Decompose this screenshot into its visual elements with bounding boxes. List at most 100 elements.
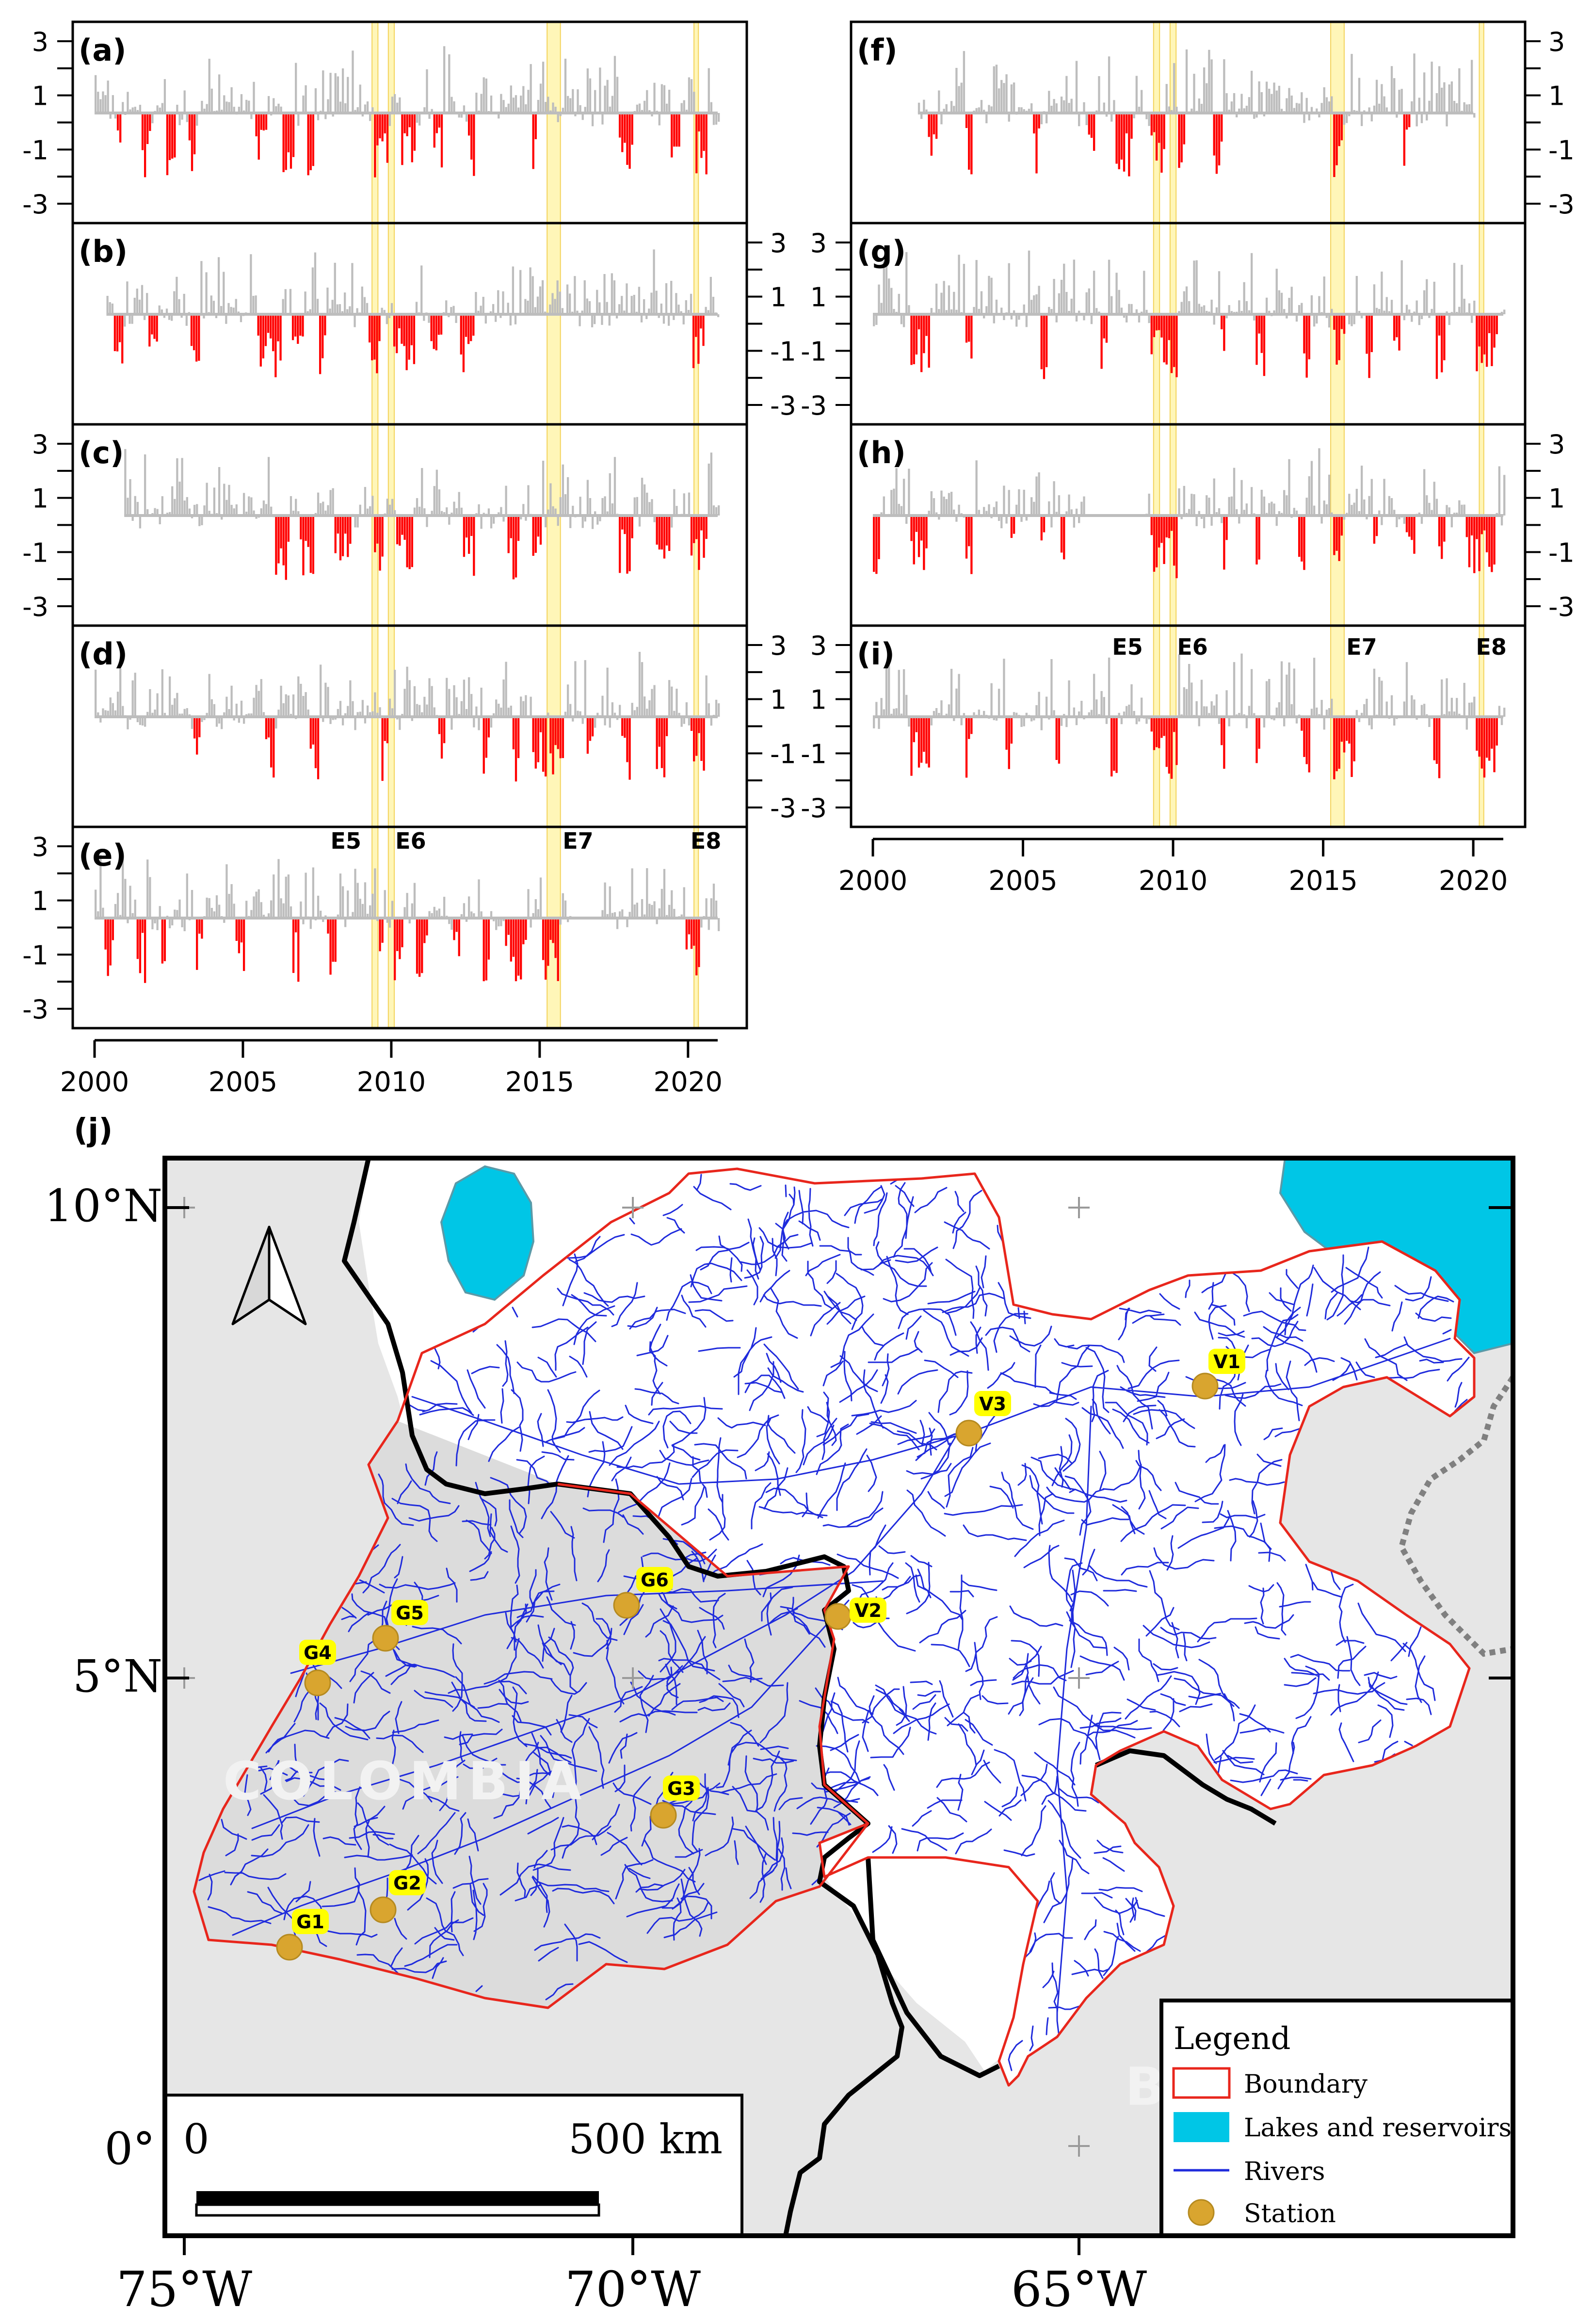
station-marker[interactable] bbox=[372, 1625, 399, 1652]
anomaly-bar bbox=[1388, 496, 1391, 516]
anomaly-bar bbox=[1411, 695, 1413, 717]
station-g5[interactable]: G5 bbox=[372, 1600, 428, 1652]
station-marker[interactable] bbox=[370, 1896, 397, 1923]
anomaly-bar bbox=[230, 685, 233, 717]
anomaly-bar bbox=[282, 515, 285, 565]
anomaly-bar bbox=[1340, 113, 1343, 141]
anomaly-bar bbox=[423, 107, 426, 113]
anomaly-bar bbox=[1126, 113, 1128, 134]
anomaly-bar bbox=[653, 82, 656, 113]
anomaly-bar bbox=[487, 918, 490, 960]
station-g6[interactable]: G6 bbox=[613, 1567, 673, 1619]
anomaly-bar bbox=[352, 50, 354, 113]
anomaly-bar bbox=[998, 88, 1000, 113]
anomaly-bar bbox=[102, 91, 104, 113]
anomaly-bar bbox=[285, 113, 287, 170]
anomaly-bar bbox=[1275, 269, 1278, 314]
anomaly-bar bbox=[618, 304, 621, 314]
anomaly-bar bbox=[520, 696, 522, 717]
anomaly-bar bbox=[930, 113, 933, 156]
anomaly-bar bbox=[1396, 515, 1398, 528]
anomaly-bar bbox=[1408, 515, 1411, 537]
anomaly-bar bbox=[1488, 716, 1491, 761]
anomaly-bar bbox=[267, 96, 270, 113]
anomaly-bar bbox=[673, 113, 676, 147]
anomaly-bar bbox=[988, 275, 990, 314]
anomaly-bar bbox=[887, 660, 890, 717]
basin-boundary bbox=[193, 1167, 1476, 2087]
anomaly-bar bbox=[554, 299, 556, 314]
anomaly-bar bbox=[253, 896, 255, 918]
anomaly-bar bbox=[1170, 110, 1173, 113]
anomaly-bar bbox=[136, 716, 139, 723]
anomaly-bar bbox=[453, 501, 455, 516]
anomaly-bar bbox=[1073, 515, 1076, 528]
station-g2[interactable]: G2 bbox=[370, 1870, 426, 1923]
anomaly-bar bbox=[485, 918, 487, 981]
anomaly-bar bbox=[902, 479, 905, 516]
anomaly-bar bbox=[1208, 713, 1210, 717]
anomaly-bar bbox=[394, 918, 396, 981]
station-marker[interactable] bbox=[955, 1420, 982, 1447]
anomaly-bar bbox=[532, 716, 534, 752]
station-marker[interactable] bbox=[276, 1934, 303, 1961]
anomaly-bar bbox=[512, 97, 515, 113]
anomaly-bar bbox=[1295, 103, 1298, 113]
station-g3[interactable]: G3 bbox=[650, 1775, 700, 1829]
anomaly-bar bbox=[1073, 259, 1076, 314]
anomaly-bar bbox=[671, 890, 673, 918]
anomaly-bar bbox=[1033, 113, 1035, 134]
anomaly-bar bbox=[403, 113, 406, 133]
station-v1[interactable]: V1 bbox=[1191, 1349, 1245, 1400]
anomaly-bar bbox=[547, 712, 549, 717]
anomaly-bar bbox=[433, 486, 435, 516]
anomaly-bar bbox=[898, 670, 900, 717]
anomaly-bar bbox=[1358, 78, 1361, 113]
anomaly-bar bbox=[930, 308, 933, 314]
anomaly-bar bbox=[431, 913, 433, 918]
anomaly-bar bbox=[221, 110, 223, 113]
anomaly-bar bbox=[913, 716, 915, 742]
anomaly-bar bbox=[1480, 314, 1483, 363]
anomaly-bar bbox=[463, 105, 466, 113]
station-marker[interactable] bbox=[613, 1592, 640, 1619]
anomaly-bar bbox=[685, 918, 688, 950]
anomaly-bar bbox=[364, 104, 367, 113]
anomaly-bar bbox=[399, 716, 401, 730]
anomaly-bar bbox=[1338, 113, 1340, 146]
station-marker[interactable] bbox=[1191, 1372, 1219, 1400]
station-g1[interactable]: G1 bbox=[276, 1909, 329, 1961]
station-marker[interactable] bbox=[304, 1669, 331, 1696]
y-tick-label: 3 bbox=[1548, 27, 1565, 57]
anomaly-bar bbox=[294, 314, 297, 337]
anomaly-bar bbox=[159, 107, 161, 113]
anomaly-bar bbox=[174, 113, 176, 158]
anomaly-bar bbox=[1090, 710, 1093, 717]
anomaly-bar bbox=[161, 309, 163, 314]
anomaly-bar bbox=[1353, 314, 1355, 324]
anomaly-bar bbox=[522, 918, 525, 945]
anomaly-bar bbox=[1295, 314, 1298, 322]
station-label: V3 bbox=[979, 1393, 1006, 1415]
anomaly-bar bbox=[1243, 108, 1245, 113]
station-marker[interactable] bbox=[824, 1603, 852, 1630]
station-v3[interactable]: V3 bbox=[955, 1391, 1011, 1447]
anomaly-bar bbox=[480, 687, 483, 717]
y-tick-label: 3 bbox=[810, 228, 827, 258]
anomaly-bar bbox=[127, 918, 129, 923]
anomaly-bar bbox=[1485, 515, 1488, 552]
anomaly-bar bbox=[213, 704, 216, 717]
anomaly-bar bbox=[363, 297, 366, 314]
station-marker[interactable] bbox=[650, 1802, 677, 1829]
anomaly-bar bbox=[134, 496, 136, 516]
anomaly-bar bbox=[1228, 110, 1230, 113]
anomaly-bar bbox=[948, 285, 950, 314]
anomaly-bar bbox=[663, 869, 666, 918]
anomaly-bar bbox=[1470, 702, 1473, 717]
panel-label: (b) bbox=[79, 234, 128, 269]
anomaly-bar bbox=[500, 94, 502, 113]
station-v2[interactable]: V2 bbox=[824, 1598, 886, 1630]
anomaly-bar bbox=[1325, 97, 1328, 113]
anomaly-bar bbox=[227, 303, 230, 314]
station-g4[interactable]: G4 bbox=[299, 1640, 336, 1696]
